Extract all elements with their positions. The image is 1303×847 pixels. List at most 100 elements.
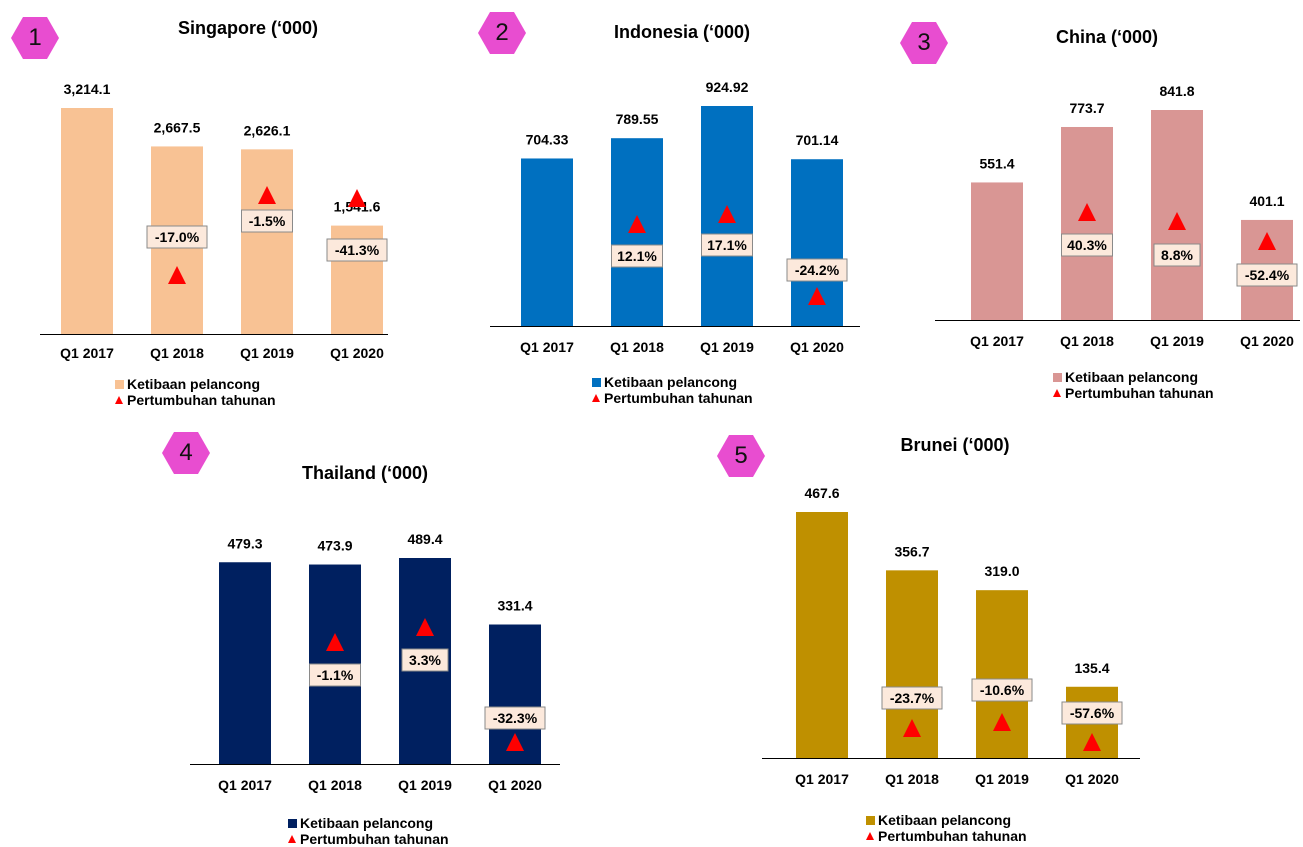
- x-tick-label: Q1 2019: [398, 777, 452, 793]
- x-tick-label: Q1 2019: [975, 771, 1029, 787]
- bar-value-label: 841.8: [1159, 83, 1194, 99]
- bar-value-label: 356.7: [894, 543, 929, 559]
- growth-triangle-marker: [1083, 733, 1101, 751]
- bar-value-label: 704.33: [526, 131, 569, 147]
- bar: [971, 182, 1023, 320]
- legend-growth-triangle-icon: [288, 835, 296, 843]
- bar-value-label: 3,214.1: [64, 81, 111, 97]
- bar: [796, 512, 848, 758]
- legend-growth-triangle-icon: [592, 394, 600, 402]
- legend-growth-label: Pertumbuhan tahunan: [300, 831, 449, 847]
- growth-label: -57.6%: [1070, 705, 1115, 721]
- growth-label-box: [484, 706, 546, 730]
- chart-title: China (‘000): [1055, 27, 1159, 47]
- growth-triangle-marker: [628, 215, 646, 233]
- bar-value-label: 2,626.1: [244, 122, 291, 138]
- bar: [1061, 126, 1113, 321]
- growth-label-box: [146, 225, 208, 249]
- x-tick-label: Q1 2018: [1060, 333, 1114, 349]
- growth-label-box: [701, 233, 753, 257]
- legend-growth-label: Pertumbuhan tahunan: [1065, 385, 1214, 401]
- growth-label: -32.3%: [493, 710, 538, 726]
- growth-label: 17.1%: [707, 237, 747, 253]
- x-tick-label: Q1 2017: [60, 345, 114, 361]
- legend-arrivals-label: Ketibaan pelancong: [878, 812, 1012, 828]
- bar-value-label: 2,667.5: [154, 119, 201, 135]
- x-tick-label: Q1 2018: [150, 345, 204, 361]
- chart-number-badge: 5: [717, 435, 765, 477]
- bar-value-label: 331.4: [497, 598, 532, 614]
- growth-triangle-marker: [1078, 203, 1096, 221]
- growth-triangle-marker: [258, 186, 276, 204]
- growth-label-box: [881, 686, 943, 710]
- legend-arrivals-label: Ketibaan pelancong: [300, 815, 434, 831]
- growth-label-box: [611, 244, 663, 268]
- x-tick-label: Q1 2017: [218, 777, 272, 793]
- legend-growth-label: Pertumbuhan tahunan: [127, 392, 276, 408]
- legend-growth-triangle-icon: [866, 832, 874, 840]
- x-tick-label: Q1 2020: [330, 345, 384, 361]
- chart-number-badge: 3: [900, 22, 948, 64]
- growth-label-box: [971, 678, 1033, 702]
- bar-value-label: 401.1: [1249, 193, 1284, 209]
- growth-label-box: [326, 238, 388, 262]
- growth-triangle-marker: [506, 733, 524, 751]
- legend: Ketibaan pelancong Pertumbuhan tahunan: [592, 374, 753, 406]
- bar: [521, 158, 573, 326]
- bar-value-label: 489.4: [407, 531, 442, 547]
- growth-label-box: [1061, 701, 1123, 725]
- growth-triangle-marker: [416, 618, 434, 636]
- bar: [241, 149, 293, 334]
- growth-triangle-marker: [168, 266, 186, 284]
- legend-growth-triangle-icon: [1053, 389, 1061, 397]
- bar-value-label: 789.55: [616, 111, 659, 127]
- growth-triangle-marker: [348, 189, 366, 207]
- legend: Ketibaan pelancong Pertumbuhan tahunan: [1053, 369, 1214, 401]
- growth-label: -52.4%: [1245, 267, 1290, 283]
- growth-triangle-marker: [1168, 212, 1186, 230]
- growth-label: 40.3%: [1067, 237, 1107, 253]
- bar-value-label: 135.4: [1074, 660, 1109, 676]
- legend-arrivals-label: Ketibaan pelancong: [1065, 369, 1199, 385]
- legend-arrivals-label: Ketibaan pelancong: [127, 376, 261, 392]
- legend-arrivals-swatch: [288, 818, 297, 828]
- legend: Ketibaan pelancong Pertumbuhan tahunan: [866, 812, 1027, 844]
- legend-arrivals-swatch: [115, 379, 124, 389]
- x-tick-label: Q1 2018: [610, 339, 664, 355]
- bar-value-label: 319.0: [984, 563, 1019, 579]
- x-tick-label: Q1 2020: [790, 339, 844, 355]
- chart-number-badge: 4: [162, 432, 210, 474]
- legend-growth-label: Pertumbuhan tahunan: [878, 828, 1027, 844]
- x-tick-label: Q1 2019: [1150, 333, 1204, 349]
- x-tick-label: Q1 2019: [240, 345, 294, 361]
- growth-triangle-marker: [326, 633, 344, 651]
- growth-label: -17.0%: [155, 229, 200, 245]
- x-tick-label: Q1 2017: [970, 333, 1024, 349]
- growth-triangle-marker: [903, 719, 921, 737]
- x-tick-label: Q1 2017: [520, 339, 574, 355]
- legend: Ketibaan pelancong Pertumbuhan tahunan: [115, 376, 276, 408]
- chart-title: Singapore (‘000): [177, 18, 319, 38]
- bar-value-label: 479.3: [227, 535, 262, 551]
- growth-label: 12.1%: [617, 248, 657, 264]
- growth-triangle-marker: [808, 287, 826, 305]
- legend-arrivals-label: Ketibaan pelancong: [604, 374, 738, 390]
- legend-arrivals-swatch: [592, 377, 601, 387]
- bar-value-label: 551.4: [979, 155, 1014, 171]
- bar-value-label: 924.92: [706, 79, 749, 95]
- legend: Ketibaan pelancong Pertumbuhan tahunan: [288, 815, 449, 847]
- growth-label: -24.2%: [795, 262, 840, 278]
- x-tick-label: Q1 2020: [1065, 771, 1119, 787]
- chart-title: Thailand (‘000): [301, 463, 429, 483]
- legend-arrivals-swatch: [866, 815, 875, 825]
- chart-number-badge: 1: [11, 17, 59, 59]
- x-tick-label: Q1 2017: [795, 771, 849, 787]
- bar: [976, 590, 1028, 758]
- x-tick-label: Q1 2018: [308, 777, 362, 793]
- growth-label: 8.8%: [1161, 247, 1193, 263]
